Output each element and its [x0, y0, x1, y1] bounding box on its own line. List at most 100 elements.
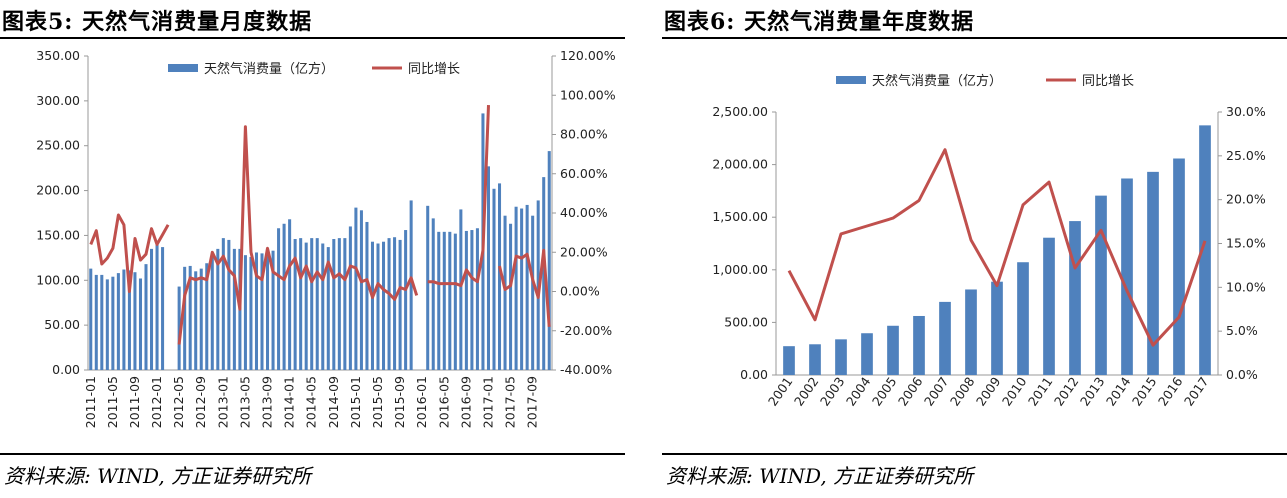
bar: [288, 219, 292, 370]
right-tick-label: 20.00%: [560, 244, 608, 259]
right-tick-label: 0.00%: [560, 284, 600, 299]
chart-body: 0.00 500.00 1,000.00 1,500.00 2,000.00 2,500.…: [712, 73, 1266, 409]
bar: [404, 230, 408, 370]
x-tick-label: 2011-01: [83, 376, 98, 428]
x-tick-label: 2001: [765, 374, 796, 409]
x-tick-label: 2017: [1181, 374, 1212, 409]
bar: [205, 263, 209, 370]
bar: [199, 268, 203, 370]
bar: [310, 238, 314, 370]
left-tick-label: 0.00: [52, 362, 80, 377]
x-tick-label: 2015-01: [348, 376, 363, 428]
bar: [221, 238, 225, 370]
growth-line: [498, 248, 551, 327]
bar: [913, 315, 925, 375]
bar: [243, 255, 247, 370]
x-tick-label: 2011-09: [127, 376, 142, 428]
bar: [382, 241, 386, 370]
left-tick-label: 300.00: [36, 93, 80, 108]
left-tick-label: 0.00: [740, 367, 768, 382]
x-tick-label: 2012: [1051, 374, 1082, 409]
bar: [509, 223, 513, 370]
bar: [426, 205, 430, 370]
bar: [542, 177, 546, 370]
right-tick-label: 25.0%: [1226, 148, 1266, 163]
bar: [547, 151, 551, 370]
bar: [260, 253, 264, 370]
x-tick-label: 2014-05: [304, 376, 319, 428]
bar: [348, 226, 352, 370]
x-tick-label: 2003: [817, 374, 848, 409]
left-tick-label: 2,000.00: [712, 157, 768, 172]
left-tick-label: 250.00: [36, 138, 80, 153]
bar: [155, 244, 159, 370]
left-tick-label: 50.00: [44, 317, 80, 332]
bar: [365, 221, 369, 370]
figure-title: 图表6: 天然气消费量年度数据: [664, 9, 975, 35]
bar: [1017, 262, 1029, 375]
bar: [370, 241, 374, 370]
x-tick-label: 2002: [791, 374, 822, 409]
bar: [453, 233, 457, 370]
right-tick-label: 80.00%: [560, 127, 608, 142]
source-divider: [0, 453, 625, 455]
x-tick-label: 2017-05: [503, 376, 518, 428]
bar: [337, 238, 341, 370]
growth-line: [89, 213, 170, 293]
bar: [393, 237, 397, 370]
right-tick-label: 0.0%: [1226, 367, 1258, 382]
annual-consumption-chart: 0.00 500.00 1,000.00 1,500.00 2,000.00 2,500.…: [712, 73, 1266, 409]
bar: [100, 274, 104, 370]
bar: [1069, 221, 1081, 375]
bar: [343, 238, 347, 370]
bar: [282, 223, 286, 370]
bar: [216, 248, 220, 370]
bar: [111, 276, 115, 370]
bar: [210, 256, 214, 370]
left-tick-label: 2,500.00: [712, 104, 768, 119]
legend-bar-swatch: [168, 64, 198, 72]
bar: [520, 208, 524, 370]
x-tick-label: 2013-01: [215, 376, 230, 428]
growth-line: [427, 105, 490, 288]
growth-line: [177, 125, 419, 345]
bar: [939, 301, 951, 375]
growth-line: [787, 148, 1207, 347]
x-tick-label: 2016: [1155, 374, 1186, 409]
monthly-consumption-chart: 0.00 50.00 100.00 150.00 200.00 250.00 300.00 3…: [36, 48, 615, 428]
x-tick-label: 2010: [999, 374, 1030, 409]
bar: [122, 269, 126, 370]
x-tick-label: 2013-05: [237, 376, 252, 428]
bar: [464, 230, 468, 370]
x-tick-label: 2014-09: [326, 376, 341, 428]
x-tick-label: 2013-09: [260, 376, 275, 428]
legend-bar-label: 天然气消费量（亿方）: [204, 61, 334, 77]
bar: [1121, 178, 1133, 375]
bar: [293, 239, 297, 370]
x-tick-label: 2015-09: [392, 376, 407, 428]
bar: [486, 166, 490, 370]
bar: [315, 238, 319, 370]
x-tick-label: 2016-09: [458, 376, 473, 428]
bar: [254, 252, 258, 370]
left-tick-label: 1,500.00: [712, 209, 768, 224]
bar: [332, 239, 336, 370]
bar: [321, 243, 325, 370]
bar: [133, 272, 137, 370]
x-tick-label: 2012-01: [149, 376, 164, 428]
source-note: 资料来源: WIND, 方正证券研究所: [666, 464, 974, 488]
bar: [127, 270, 131, 370]
bar: [835, 339, 847, 375]
right-tick-label: 5.0%: [1226, 323, 1258, 338]
source-note: 资料来源: WIND, 方正证券研究所: [4, 464, 312, 488]
bar: [448, 231, 452, 370]
bar: [1147, 171, 1159, 375]
bar: [387, 238, 391, 370]
right-tick-label: 60.00%: [560, 166, 608, 181]
x-tick-label: 2004: [843, 374, 874, 409]
bar: [304, 242, 308, 370]
x-tick-label: 2005: [869, 374, 900, 409]
x-tick-label: 2015-05: [370, 376, 385, 428]
bar: [150, 248, 154, 370]
figure-title: 图表5: 天然气消费量月度数据: [2, 9, 313, 35]
